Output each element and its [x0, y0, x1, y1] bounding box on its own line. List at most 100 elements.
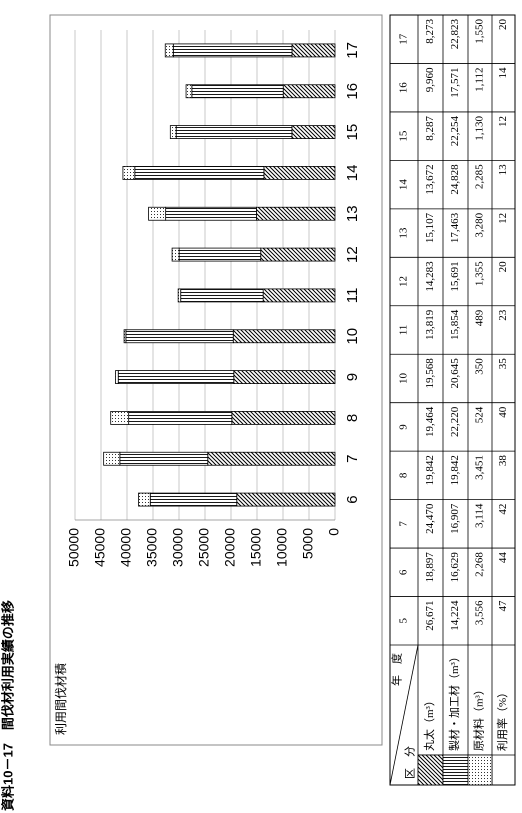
table-cell: 40 — [497, 406, 509, 418]
table-cell: 19,842 — [424, 455, 436, 485]
bar-segment — [110, 411, 130, 425]
bar-segment — [149, 492, 238, 507]
bar-segment — [169, 125, 177, 139]
table-header-category: 区 分 — [404, 746, 417, 779]
table-cell: 1,355 — [474, 261, 486, 286]
table-cell: 17,571 — [449, 67, 461, 97]
table-year: 5 — [398, 618, 410, 624]
x-tick-label: 13 — [344, 205, 361, 222]
table-cell: 13,819 — [424, 309, 436, 340]
bar-segment — [282, 84, 336, 99]
table-cell: 350 — [474, 358, 486, 375]
table-cell: 3,556 — [474, 600, 486, 625]
table-cell: 8,287 — [424, 115, 436, 140]
table-cell: 20 — [497, 19, 509, 31]
bar-segment — [178, 247, 262, 262]
bar-segment — [125, 329, 234, 344]
y-axis-label: 利用間伐材積 — [53, 663, 68, 735]
table-cell: 8,273 — [424, 19, 436, 44]
y-tick-label: 10000 — [274, 528, 290, 567]
bar-segment — [164, 43, 174, 58]
table-cell: 38 — [497, 455, 509, 467]
y-tick-label: 50000 — [66, 528, 82, 567]
table-year: 12 — [398, 276, 410, 287]
table-cell: 3,451 — [474, 455, 486, 480]
table-cell: 15,691 — [449, 261, 461, 291]
bar-segment — [138, 492, 151, 507]
bar-segment — [123, 329, 127, 344]
table-cell: 17,463 — [449, 212, 461, 243]
y-tick-label: 25000 — [196, 528, 212, 567]
table-cell: 9,960 — [424, 67, 436, 92]
table-cell: 13,672 — [424, 164, 436, 194]
bar-segment — [232, 329, 336, 344]
table-cell: 44 — [497, 552, 509, 564]
table-cell: 1,112 — [474, 67, 486, 91]
bar-segment — [103, 451, 121, 466]
table-cell: 15,107 — [424, 212, 436, 243]
table-year: 9 — [398, 424, 410, 430]
x-tick-label: 11 — [344, 288, 361, 304]
y-tick-label: 20000 — [222, 528, 238, 567]
bar-segment — [117, 370, 235, 384]
table-year: 6 — [398, 569, 410, 575]
table-cell: 12 — [497, 213, 509, 224]
bar-segment — [185, 84, 193, 99]
y-tick-label: 5000 — [300, 528, 316, 559]
table-cell: 12 — [497, 116, 509, 127]
y-tick-label: 0 — [326, 528, 342, 536]
y-tick-label: 35000 — [144, 528, 160, 567]
x-tick-label: 7 — [344, 455, 361, 463]
table-cell: 24,470 — [424, 503, 436, 534]
table-cell: 23 — [497, 309, 509, 321]
table-cell: 1,130 — [474, 115, 486, 140]
bar-segment — [291, 43, 336, 58]
y-tick-label: 40000 — [118, 528, 134, 567]
table-cell: 15,854 — [449, 309, 461, 340]
x-tick-label: 12 — [344, 246, 361, 263]
x-tick-label: 8 — [344, 414, 361, 422]
table-cell: 489 — [474, 309, 486, 326]
legend-swatch — [442, 754, 469, 786]
table-cell: 20,645 — [449, 358, 461, 389]
legend-swatch — [417, 754, 444, 786]
bar-segment — [115, 370, 119, 384]
x-tick-label: 9 — [344, 373, 361, 381]
table-header-year: 年 度 — [390, 653, 404, 686]
table-year: 15 — [398, 130, 410, 142]
x-tick-label: 6 — [344, 495, 361, 503]
table-year: 17 — [398, 33, 410, 45]
table-cell: 47 — [497, 600, 509, 612]
table-cell: 16,907 — [449, 503, 461, 534]
y-tick-label: 30000 — [170, 528, 186, 567]
y-tick-label: 45000 — [92, 528, 108, 567]
bar-segment — [256, 206, 336, 221]
bar-segment — [260, 247, 336, 262]
table-row-label: 原材料（m³） — [472, 684, 486, 751]
table-cell: 3,280 — [474, 212, 486, 237]
table-cell: 16,629 — [449, 552, 461, 583]
table-year: 16 — [398, 82, 410, 94]
table-row-label: 丸太（m³） — [423, 695, 436, 751]
bar-segment — [134, 166, 265, 180]
x-tick-label: 16 — [344, 83, 361, 100]
table-cell: 35 — [497, 358, 509, 370]
table-cell: 42 — [497, 504, 509, 515]
table-year: 14 — [398, 179, 410, 191]
table-cell: 2,285 — [474, 164, 486, 189]
bar-segment — [263, 166, 336, 180]
table-row-label: 製材・加工材（m³） — [447, 651, 461, 751]
table-cell: 26,671 — [424, 601, 436, 631]
table-cell: 22,254 — [449, 115, 461, 146]
table-cell: 19,568 — [424, 358, 436, 389]
chart-frame — [49, 14, 383, 746]
table-year: 8 — [398, 472, 410, 478]
table-year: 13 — [398, 227, 410, 239]
bar-segment — [122, 166, 136, 180]
table-cell: 22,823 — [449, 19, 461, 50]
table-cell: 13 — [497, 164, 509, 176]
bar-segment — [262, 288, 336, 303]
table-year: 11 — [398, 325, 410, 336]
